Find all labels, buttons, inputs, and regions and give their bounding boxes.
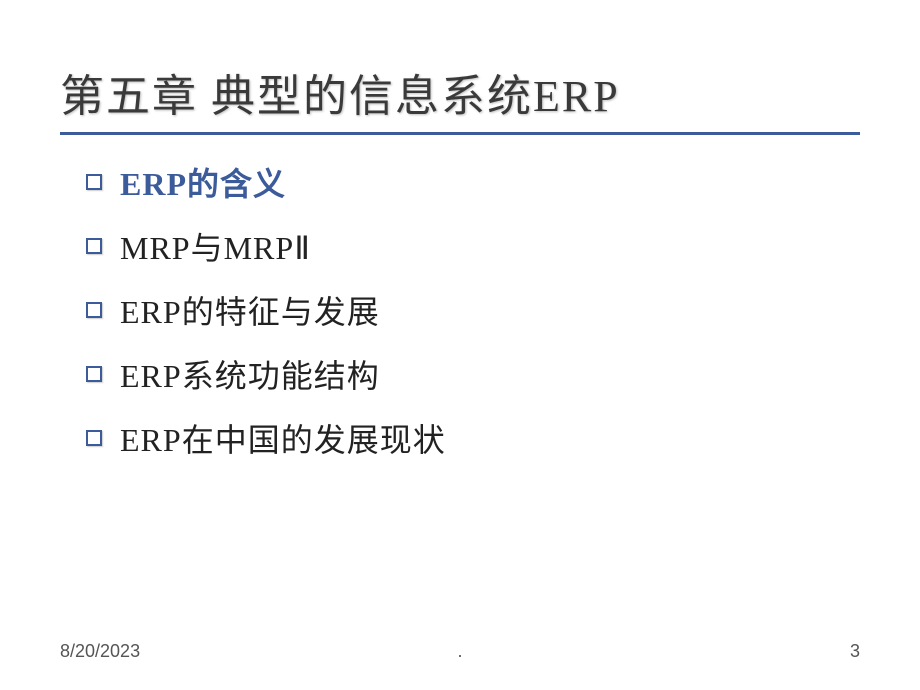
footer-page-number: 3 [850, 641, 860, 662]
bullet-text: ERP系统功能结构 [120, 351, 380, 397]
bullet-list: ERP的含义 MRP与MRPⅡ ERP的特征与发展 ERP系统功能结构 ERP在… [60, 159, 860, 461]
bullet-icon [86, 430, 102, 446]
footer-date: 8/20/2023 [60, 641, 140, 662]
list-item: ERP的含义 [86, 159, 860, 205]
slide-title: 第五章 典型的信息系统ERP [60, 60, 860, 124]
list-item: ERP系统功能结构 [86, 351, 860, 397]
footer-center: . [457, 641, 462, 662]
bullet-text: MRP与MRPⅡ [120, 223, 311, 269]
bullet-text: ERP的特征与发展 [120, 287, 380, 333]
slide: 第五章 典型的信息系统ERP ERP的含义 MRP与MRPⅡ ERP的特征与发展… [0, 0, 920, 690]
list-item: ERP的特征与发展 [86, 287, 860, 333]
title-underline [60, 132, 860, 135]
bullet-text: ERP在中国的发展现状 [120, 415, 446, 461]
list-item: ERP在中国的发展现状 [86, 415, 860, 461]
bullet-icon [86, 302, 102, 318]
slide-footer: 8/20/2023 . 3 [0, 641, 920, 662]
bullet-text: ERP的含义 [120, 159, 286, 205]
bullet-icon [86, 238, 102, 254]
bullet-icon [86, 366, 102, 382]
bullet-icon [86, 174, 102, 190]
list-item: MRP与MRPⅡ [86, 223, 860, 269]
